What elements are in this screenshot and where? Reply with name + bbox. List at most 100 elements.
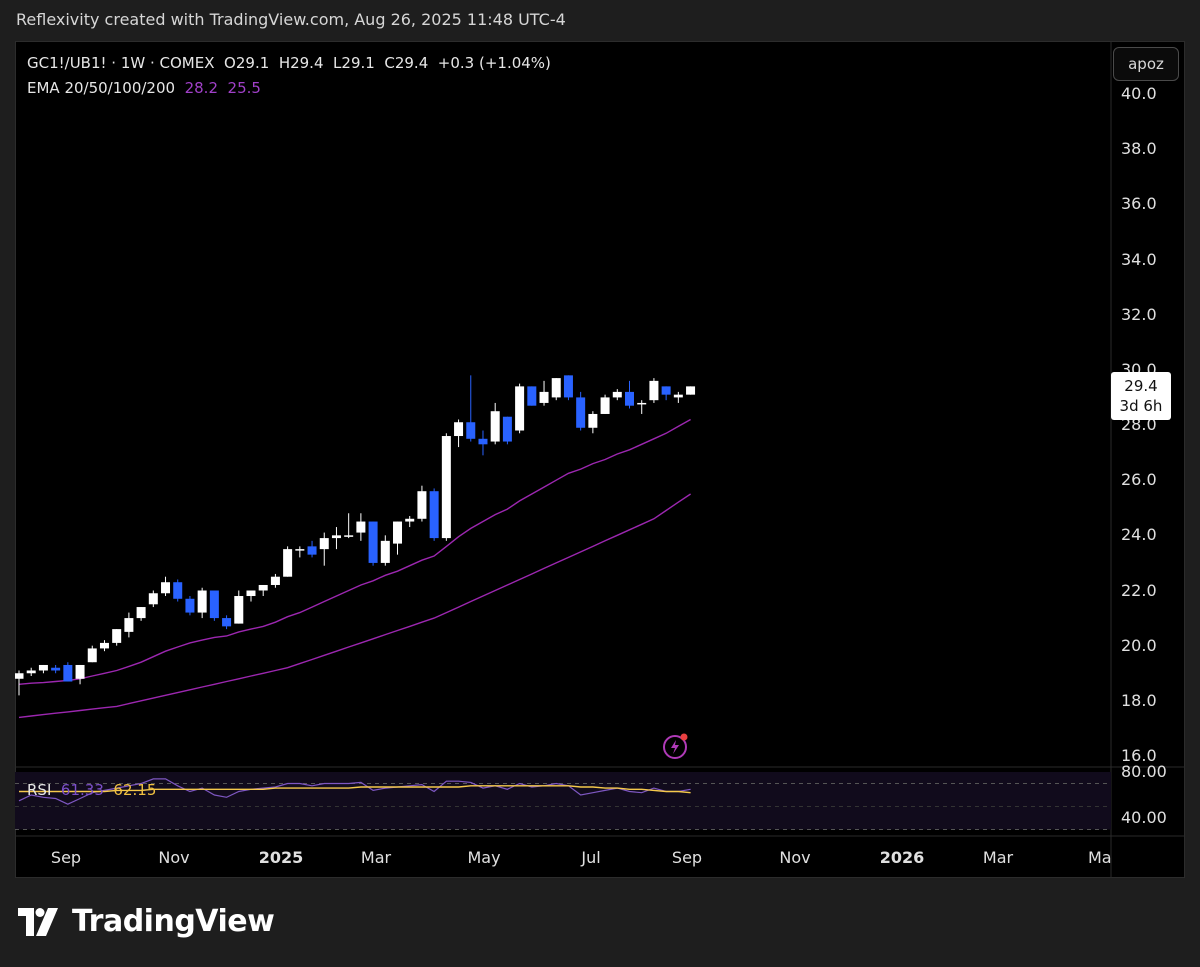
price-tick-label: 22.0 xyxy=(1121,580,1157,600)
rsi-tick-label: 80.00 xyxy=(1121,762,1167,781)
candle-body xyxy=(600,397,610,414)
open-value: 29.1 xyxy=(235,54,270,72)
candle-body xyxy=(209,590,219,619)
brand-name: TradingView xyxy=(72,904,275,939)
candle-body xyxy=(234,596,244,624)
candle-body xyxy=(344,535,354,537)
chart-frame xyxy=(15,41,1185,878)
candle-body xyxy=(551,378,561,398)
price-tick-label: 36.0 xyxy=(1121,194,1157,214)
symbol-text: GC1!/UB1! · 1W · COMEX xyxy=(27,54,215,72)
price-tick-label: 40.0 xyxy=(1121,84,1157,103)
candle-body xyxy=(258,584,268,591)
candle-body xyxy=(478,438,488,445)
price-tick-label: 24.0 xyxy=(1121,525,1157,545)
candle-body xyxy=(26,670,36,674)
candle-body xyxy=(356,521,366,533)
low-value: 29.1 xyxy=(341,54,375,72)
time-tick-label: Mar xyxy=(360,848,392,867)
candle-body xyxy=(380,540,390,563)
candle-body xyxy=(136,607,146,619)
time-tick-label: Mar xyxy=(982,848,1014,867)
change-value: +0.3 (+1.04%) xyxy=(437,54,551,72)
low-label: L xyxy=(333,54,342,72)
time-tick-label: Sep xyxy=(50,848,82,867)
candle-body xyxy=(563,375,573,398)
candle-body xyxy=(222,618,232,627)
candle-body xyxy=(527,386,537,406)
rsi-ma-line xyxy=(19,785,691,794)
lightning-icon[interactable] xyxy=(661,731,691,761)
candle-body xyxy=(588,413,598,428)
candle-body xyxy=(441,436,451,539)
time-tick-label: 2025 xyxy=(258,848,304,867)
time-tick-label: Jul xyxy=(581,848,601,867)
candle-body xyxy=(173,582,183,599)
rsi-label: RSI xyxy=(27,781,52,799)
brand-logo: TradingView xyxy=(18,904,275,939)
candle-body xyxy=(99,642,109,649)
candle-body xyxy=(466,422,476,439)
candle-body xyxy=(417,491,427,519)
candle-body xyxy=(63,664,73,682)
candle-body xyxy=(637,402,647,405)
candle-body xyxy=(319,538,329,550)
price-tick-label: 38.0 xyxy=(1121,139,1157,159)
time-tick-label: 2026 xyxy=(879,848,925,867)
price-tick-label: 20.0 xyxy=(1121,635,1157,655)
time-tick-label: Nov xyxy=(779,848,811,867)
candle-body xyxy=(283,549,293,577)
price-tick-label: 26.0 xyxy=(1121,470,1157,490)
time-tick-label: Nov xyxy=(158,848,190,867)
candle-body xyxy=(612,391,622,398)
candle-body xyxy=(429,491,439,539)
time-tick-label: Ma xyxy=(1088,848,1112,867)
rsi-tick-label: 40.00 xyxy=(1121,808,1167,827)
candle-body xyxy=(673,394,683,398)
candle-body xyxy=(51,667,61,671)
candle-body xyxy=(625,391,634,406)
candle-body xyxy=(75,664,85,679)
ema20-value: 28.2 xyxy=(184,79,218,97)
candle-body xyxy=(124,618,134,632)
candle-body xyxy=(405,518,415,522)
close-label: C xyxy=(384,54,395,72)
candle-body xyxy=(87,648,97,663)
rsi-legend[interactable]: RSI 61.33 62.15 xyxy=(27,781,156,799)
candle-body xyxy=(148,593,158,605)
candle-body xyxy=(686,386,696,395)
candle-body xyxy=(539,391,549,403)
ema-legend[interactable]: EMA 20/50/100/200 28.2 25.5 xyxy=(27,79,261,97)
candle-body xyxy=(15,673,24,679)
time-tick-label: Sep xyxy=(671,848,703,867)
open-label: O xyxy=(224,54,236,72)
candle-body xyxy=(161,582,171,594)
candle-body xyxy=(331,535,341,539)
candle-body xyxy=(368,521,378,563)
tradingview-logo-icon xyxy=(18,907,58,936)
ema50-line xyxy=(18,493,691,719)
candle-body xyxy=(307,546,317,555)
high-label: H xyxy=(278,54,291,72)
candle-body xyxy=(246,590,256,597)
ema20-line xyxy=(18,418,691,685)
candle-body xyxy=(38,664,48,671)
candle-body xyxy=(270,576,280,585)
price-tick-label: 18.0 xyxy=(1121,690,1157,710)
candle-body xyxy=(295,549,305,551)
symbol-legend: GC1!/UB1! · 1W · COMEX O29.1 H29.4 L29.1… xyxy=(27,54,551,72)
candle-body xyxy=(490,411,500,442)
rsi-band xyxy=(15,772,1111,830)
price-tick-label: 16.0 xyxy=(1121,746,1157,765)
last-price: 29.4 xyxy=(1124,377,1158,395)
time-tick-label: May xyxy=(467,848,501,867)
price-chart[interactable] xyxy=(15,41,1185,878)
candle-body xyxy=(185,598,195,613)
rsi-line xyxy=(18,778,691,805)
user-button[interactable]: apoz xyxy=(1113,47,1179,81)
chart-caption: Reflexivity created with TradingView.com… xyxy=(16,10,566,29)
rsi-value: 61.33 xyxy=(60,781,104,799)
bar-countdown: 3d 6h xyxy=(1119,397,1163,415)
candle-body xyxy=(649,380,659,401)
rsi-ma-value: 62.15 xyxy=(113,781,157,799)
